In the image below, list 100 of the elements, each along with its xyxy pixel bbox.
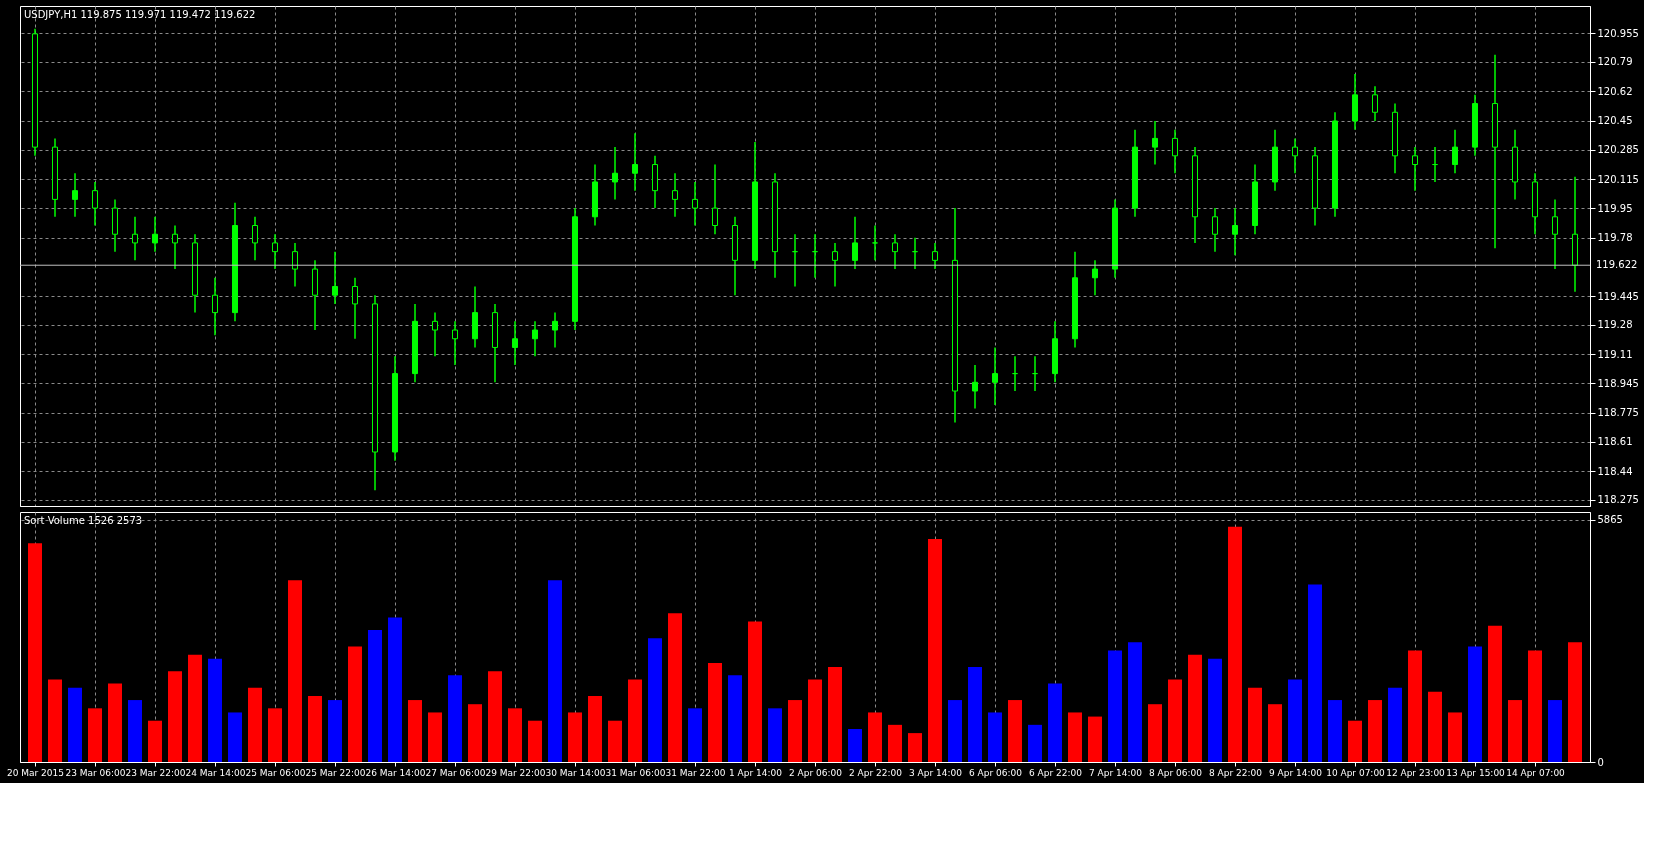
bar (448, 675, 462, 762)
x-tick-label: 31 Mar 06:00 (605, 767, 666, 778)
bar (488, 671, 502, 762)
candlestick (92, 181, 98, 227)
bar (1548, 700, 1562, 762)
y-tick-label: 118.775 (1597, 407, 1639, 419)
bar (588, 695, 602, 762)
candlestick (72, 172, 78, 218)
y-tick-label: 118.945 (1597, 377, 1639, 389)
x-tick-label: 23 Mar 22:00 (125, 767, 186, 778)
bar (1568, 642, 1582, 762)
bar (388, 617, 402, 762)
candlestick (832, 242, 838, 288)
bar (1508, 700, 1522, 762)
bar (408, 700, 422, 762)
candlestick (852, 216, 858, 270)
y-tick-label: 120.955 (1597, 27, 1639, 39)
x-tick-label: 25 Mar 22:00 (305, 767, 366, 778)
bar (228, 712, 242, 762)
bar (1528, 650, 1542, 762)
candlestick (692, 181, 698, 227)
candlestick (1212, 207, 1218, 253)
bar (968, 667, 982, 762)
bar (1388, 687, 1402, 762)
x-tick-label: 10 Apr 07:00 (1326, 767, 1386, 778)
chart-title: USDJPY,H1 119.875 119.971 119.472 119.622 (24, 9, 256, 20)
candlestick (512, 320, 518, 366)
bar (1048, 683, 1062, 762)
bar (688, 708, 702, 762)
candlestick (252, 216, 258, 262)
y-tick-label: 5865 (1597, 514, 1623, 526)
bar (208, 658, 222, 762)
y-tick-label: 119.28 (1597, 319, 1633, 331)
x-tick-label: 2 Apr 06:00 (789, 767, 843, 778)
candlestick (272, 233, 278, 270)
candlestick (872, 224, 878, 262)
bar (888, 724, 902, 762)
bar (288, 580, 302, 762)
bar (148, 720, 162, 762)
candlestick (972, 364, 978, 410)
bar (1068, 712, 1082, 762)
bar (828, 667, 842, 762)
bar (168, 671, 182, 762)
bar (748, 621, 762, 762)
candlestick (292, 242, 298, 288)
bar (1288, 679, 1302, 762)
bar (1108, 650, 1122, 762)
bar (548, 580, 562, 762)
candlestick (532, 320, 538, 357)
x-tick-label: 25 Mar 06:00 (245, 767, 306, 778)
bar (1168, 679, 1182, 762)
candlestick (672, 172, 678, 218)
x-tick-label: 30 Mar 14:00 (545, 767, 606, 778)
y-tick-label: 120.62 (1597, 85, 1633, 97)
bar (1148, 704, 1162, 762)
x-tick-label: 13 Apr 15:00 (1446, 767, 1506, 778)
bar (508, 708, 522, 762)
bar (88, 708, 102, 762)
y-tick-label: 119.445 (1597, 290, 1639, 302)
candlestick (332, 250, 338, 305)
x-tick-label: 6 Apr 22:00 (1029, 767, 1083, 778)
bar (1408, 650, 1422, 762)
y-tick-label: 0 (1597, 756, 1604, 768)
candlestick (892, 233, 898, 270)
bar (928, 539, 942, 762)
bar (1028, 724, 1042, 762)
x-tick-label: 2 Apr 22:00 (849, 767, 903, 778)
y-tick-label: 119.95 (1597, 202, 1633, 214)
bar (1308, 584, 1322, 762)
chart-title: Sort Volume 1526 2573 (24, 515, 143, 526)
bar (428, 712, 442, 762)
candlestick (212, 277, 218, 337)
bar (1128, 642, 1142, 762)
bar (648, 638, 662, 762)
candlestick (1152, 120, 1158, 166)
bar (848, 728, 862, 762)
bar (988, 712, 1002, 762)
bar (568, 712, 582, 762)
x-tick-label: 29 Mar 22:00 (485, 767, 546, 778)
bar (1248, 687, 1262, 762)
candlestick (612, 146, 618, 201)
bar (868, 712, 882, 762)
y-tick-label: 120.45 (1597, 115, 1633, 127)
bar (528, 720, 542, 762)
bar (768, 708, 782, 762)
candlestick (632, 132, 638, 192)
candlestick (1092, 259, 1098, 296)
candlestick (932, 242, 938, 270)
bar (28, 543, 42, 762)
candlestick (1232, 207, 1238, 256)
bar (468, 704, 482, 762)
ref-line-label: 119.622 (1596, 259, 1638, 271)
candlestick (1552, 198, 1558, 270)
bar (1488, 625, 1502, 762)
bar (1468, 646, 1482, 762)
bar (1088, 716, 1102, 762)
bar (368, 629, 382, 762)
bar (908, 733, 922, 762)
bar (128, 700, 142, 762)
candlestick (352, 277, 358, 340)
